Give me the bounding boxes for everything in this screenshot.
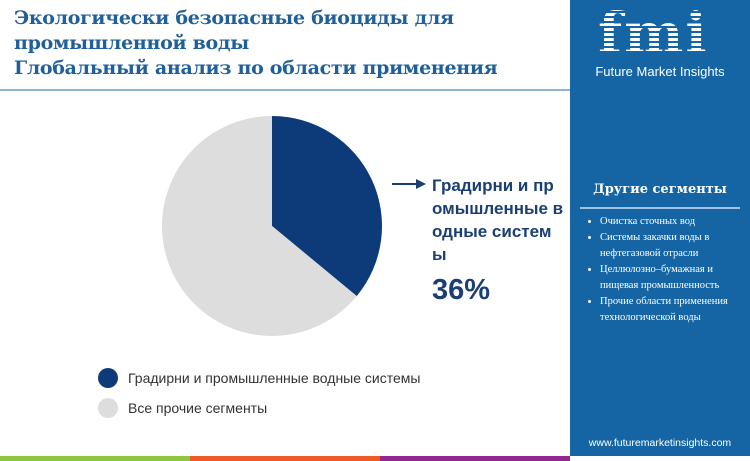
- sidebar: fmi Future Market Insights Другие сегмен…: [570, 0, 750, 456]
- pie-chart: [162, 116, 426, 336]
- legend-label: Все прочие сегменты: [128, 400, 268, 416]
- title-line-2: промышленной воды: [14, 32, 249, 54]
- chart-title: Экологически безопасные биоциды для пром…: [14, 6, 564, 81]
- segment-item: Целлюлозно–бумажная и пищевая промышленн…: [600, 262, 750, 294]
- title-line-1: Экологически безопасные биоциды для: [14, 7, 454, 29]
- segment-item: Системы закачки воды в нефтегазовой отра…: [600, 230, 750, 262]
- title-divider: [0, 89, 570, 91]
- segments-list: Очистка сточных вод Системы закачки воды…: [578, 214, 750, 326]
- segment-item: Прочие области применения технологическо…: [600, 294, 750, 326]
- legend-dot: [98, 368, 118, 388]
- website-link[interactable]: www.futuremarketinsights.com: [588, 437, 732, 449]
- callout-label: Градирни и промышленные водные системы: [432, 176, 564, 264]
- fmi-logo: fmi: [598, 1, 709, 67]
- segments-divider: [580, 207, 740, 209]
- title-line-3: Глобальный анализ по области применения: [14, 57, 498, 79]
- stripe-green: [0, 456, 190, 461]
- callout-arrow-icon: [416, 179, 426, 189]
- legend-dot: [98, 398, 118, 418]
- stripe-orange: [190, 456, 380, 461]
- callout-value: 36%: [432, 274, 491, 306]
- segments-title: Другие сегменты: [593, 182, 727, 197]
- legend-item-0: Градирни и промышленные водные системы: [98, 368, 420, 388]
- legend-label: Градирни и промышленные водные системы: [128, 370, 421, 386]
- stripe-purple: [380, 456, 570, 461]
- legend-item-1: Все прочие сегменты: [98, 398, 267, 418]
- pie-slice-0: [272, 116, 382, 297]
- logo-subtitle: Future Market Insights: [595, 64, 725, 79]
- pie-slice-1: [162, 116, 357, 336]
- segment-item: Очистка сточных вод: [600, 214, 750, 230]
